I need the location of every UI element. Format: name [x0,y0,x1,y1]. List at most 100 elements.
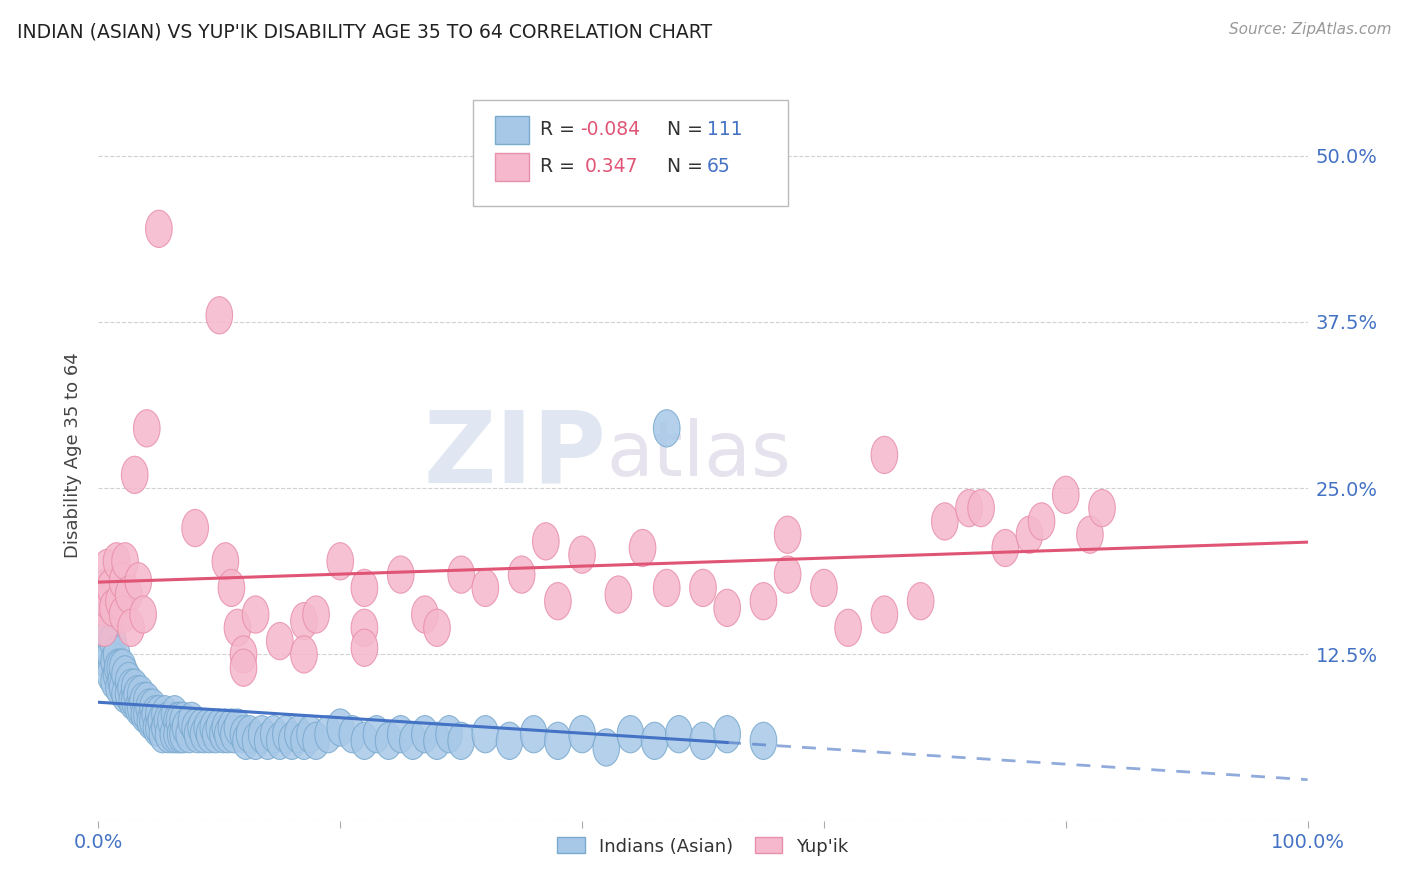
Ellipse shape [412,596,439,633]
Ellipse shape [714,715,741,753]
Ellipse shape [91,569,118,607]
Ellipse shape [284,715,311,753]
Ellipse shape [188,709,215,747]
Ellipse shape [152,696,179,733]
Ellipse shape [811,569,837,607]
Ellipse shape [1017,516,1043,553]
Ellipse shape [163,702,190,739]
Ellipse shape [155,702,180,739]
Ellipse shape [224,609,250,647]
Text: atlas: atlas [606,418,792,491]
Ellipse shape [472,569,499,607]
Ellipse shape [118,609,145,647]
Ellipse shape [139,702,166,739]
Ellipse shape [399,723,426,759]
Ellipse shape [449,556,474,593]
Ellipse shape [97,615,124,653]
Ellipse shape [509,556,534,593]
Ellipse shape [143,709,170,747]
Ellipse shape [115,663,142,699]
Ellipse shape [267,623,292,660]
Ellipse shape [218,569,245,607]
Ellipse shape [97,636,124,673]
Ellipse shape [172,709,198,747]
Ellipse shape [775,516,801,553]
Ellipse shape [302,596,329,633]
Ellipse shape [94,609,121,647]
Ellipse shape [212,709,239,747]
Ellipse shape [423,609,450,647]
Ellipse shape [170,715,197,753]
Ellipse shape [100,590,127,626]
Ellipse shape [218,709,245,747]
Ellipse shape [254,723,281,759]
Text: INDIAN (ASIAN) VS YUP'IK DISABILITY AGE 35 TO 64 CORRELATION CHART: INDIAN (ASIAN) VS YUP'IK DISABILITY AGE … [17,22,711,41]
Ellipse shape [363,715,389,753]
Ellipse shape [967,490,994,527]
FancyBboxPatch shape [474,100,787,206]
Ellipse shape [544,723,571,759]
Ellipse shape [97,656,124,693]
Ellipse shape [423,723,450,759]
Ellipse shape [872,596,897,633]
Ellipse shape [155,715,181,753]
Ellipse shape [110,669,136,706]
Ellipse shape [388,556,413,593]
Ellipse shape [654,569,681,607]
Text: N =: N = [666,156,709,176]
Ellipse shape [1028,503,1054,540]
Ellipse shape [148,702,174,739]
Ellipse shape [103,542,129,580]
Ellipse shape [125,563,152,600]
Ellipse shape [111,542,138,580]
Ellipse shape [110,563,136,600]
Ellipse shape [107,649,134,686]
Ellipse shape [775,556,801,593]
Ellipse shape [111,656,138,693]
Ellipse shape [352,569,378,607]
Ellipse shape [641,723,668,759]
Ellipse shape [121,456,148,493]
Ellipse shape [139,689,166,726]
Ellipse shape [129,596,156,633]
Ellipse shape [221,715,247,753]
Ellipse shape [129,682,156,720]
Ellipse shape [291,602,318,640]
Ellipse shape [291,723,318,759]
Ellipse shape [131,696,157,733]
Ellipse shape [163,715,190,753]
Ellipse shape [138,702,163,739]
Ellipse shape [751,582,776,620]
Ellipse shape [273,715,299,753]
Ellipse shape [449,723,474,759]
Ellipse shape [496,723,523,759]
Ellipse shape [207,297,232,334]
Ellipse shape [388,715,413,753]
Ellipse shape [152,709,179,747]
Ellipse shape [100,623,127,660]
Text: R =: R = [540,156,581,176]
Ellipse shape [124,675,150,713]
Ellipse shape [569,536,595,574]
Ellipse shape [544,582,571,620]
Ellipse shape [212,542,239,580]
Ellipse shape [105,582,132,620]
Ellipse shape [231,715,257,753]
Ellipse shape [751,723,776,759]
Ellipse shape [101,663,128,699]
Ellipse shape [115,675,142,713]
Ellipse shape [146,709,172,747]
Ellipse shape [236,715,263,753]
Ellipse shape [110,596,136,633]
Ellipse shape [181,709,208,747]
Ellipse shape [690,569,716,607]
Ellipse shape [231,649,257,686]
Ellipse shape [134,409,160,447]
Ellipse shape [352,609,378,647]
Ellipse shape [1077,516,1104,553]
Ellipse shape [125,689,152,726]
Text: 0.347: 0.347 [585,156,638,176]
FancyBboxPatch shape [495,116,529,144]
Ellipse shape [146,696,172,733]
Ellipse shape [654,409,681,447]
